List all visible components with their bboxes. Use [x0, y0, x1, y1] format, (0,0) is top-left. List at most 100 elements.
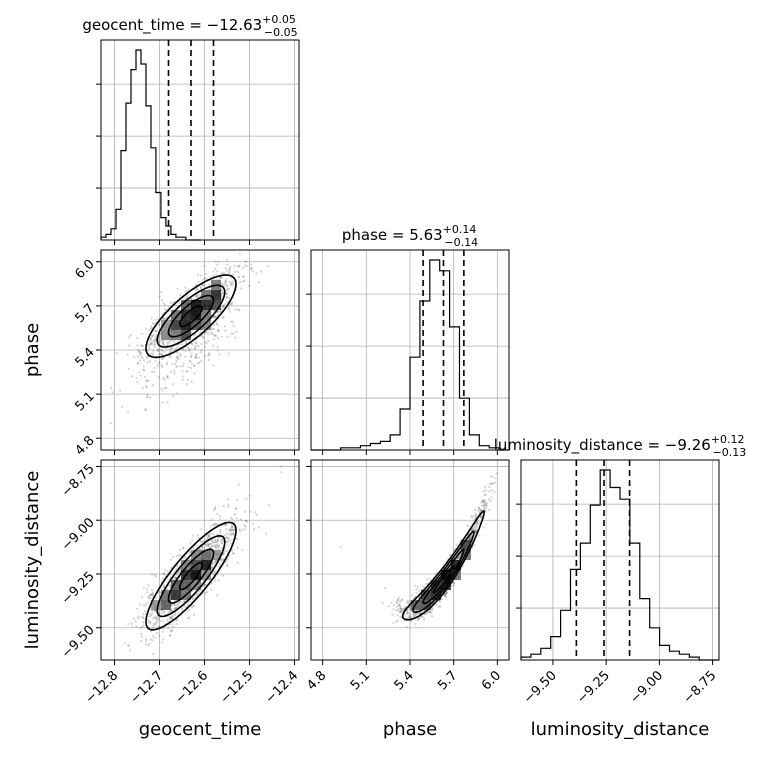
- sample-point: [165, 387, 168, 390]
- sample-point: [216, 512, 219, 515]
- sample-point: [147, 618, 150, 622]
- sample-point: [488, 490, 491, 493]
- sample-point: [166, 588, 169, 591]
- sample-point: [474, 522, 477, 526]
- sample-point: [183, 600, 186, 603]
- sample-point: [469, 536, 472, 539]
- sample-point: [239, 530, 242, 533]
- sample-point: [217, 536, 220, 539]
- sample-point: [416, 618, 419, 621]
- sample-point: [205, 545, 208, 548]
- sample-point: [147, 620, 150, 624]
- sample-point: [224, 302, 227, 306]
- sample-point: [193, 345, 196, 348]
- sample-point: [492, 482, 495, 485]
- sample-point: [443, 594, 446, 597]
- sample-point: [479, 509, 482, 512]
- sample-point: [181, 547, 184, 550]
- sample-point: [228, 537, 231, 540]
- sample-point: [176, 357, 179, 360]
- sample-point: [489, 475, 492, 478]
- sample-point: [213, 560, 216, 563]
- sample-point: [443, 593, 446, 596]
- sample-point: [210, 540, 213, 543]
- sample-point: [173, 603, 176, 607]
- contour-line: [167, 548, 215, 604]
- sample-point: [214, 315, 217, 318]
- sample-point: [244, 260, 247, 264]
- sample-point: [236, 546, 239, 550]
- sample-point: [230, 550, 233, 553]
- sample-point: [180, 343, 184, 346]
- sample-point: [225, 540, 228, 544]
- sample-point: [157, 318, 160, 321]
- sample-point: [152, 617, 155, 620]
- sample-point: [111, 391, 114, 394]
- sample-point: [236, 308, 239, 311]
- sample-point: [189, 600, 192, 603]
- sample-point: [227, 503, 230, 506]
- sample-point: [479, 508, 482, 511]
- sample-point: [208, 535, 211, 538]
- sample-point: [210, 518, 213, 522]
- sample-point: [217, 544, 221, 547]
- sample-point: [128, 344, 131, 347]
- sample-point: [150, 593, 153, 596]
- sample-point: [446, 591, 449, 595]
- sample-point: [482, 505, 485, 508]
- sample-point: [162, 630, 165, 634]
- sample-point: [175, 392, 178, 395]
- sample-point: [157, 361, 160, 364]
- sample-point: [242, 280, 245, 283]
- sample-point: [151, 593, 154, 597]
- sample-point: [400, 607, 403, 610]
- sample-point: [178, 548, 182, 552]
- density-cell: [191, 300, 201, 310]
- sample-point: [242, 266, 245, 269]
- sample-point: [471, 516, 474, 519]
- sample-point: [230, 527, 233, 530]
- sample-point: [206, 544, 209, 547]
- sample-point: [150, 630, 153, 633]
- sample-point: [177, 357, 180, 361]
- sample-point: [195, 295, 198, 298]
- sample-point: [216, 263, 219, 266]
- sample-point: [192, 548, 195, 551]
- sample-point: [462, 565, 465, 568]
- sample-point: [400, 610, 403, 613]
- sample-point: [191, 597, 194, 600]
- sample-point: [121, 405, 124, 408]
- sample-point: [395, 609, 398, 612]
- sample-point: [220, 547, 223, 550]
- sample-point: [200, 349, 203, 352]
- y-tick-label: −8.75: [59, 462, 98, 501]
- sample-point: [193, 347, 196, 350]
- sample-point: [216, 523, 219, 526]
- sample-point: [230, 533, 233, 537]
- sample-point: [152, 322, 155, 325]
- sample-point: [147, 644, 150, 648]
- sample-point: [204, 583, 207, 586]
- sample-point: [192, 613, 196, 617]
- sample-point: [149, 596, 152, 599]
- sample-point: [166, 374, 169, 378]
- sample-point: [219, 532, 222, 535]
- sample-point: [221, 305, 224, 308]
- sample-point: [163, 572, 166, 575]
- density-cell: [171, 580, 181, 590]
- sample-point: [169, 356, 172, 359]
- sample-point: [244, 528, 247, 531]
- sample-point: [467, 537, 470, 540]
- sample-point: [237, 276, 240, 279]
- sample-point: [115, 352, 118, 355]
- sample-point: [146, 395, 149, 398]
- sample-point: [158, 349, 161, 352]
- sample-point: [470, 515, 473, 518]
- sample-point: [197, 536, 200, 539]
- sample-point: [153, 339, 156, 342]
- sample-point: [196, 288, 200, 291]
- sample-point: [214, 506, 217, 509]
- sample-point: [190, 297, 193, 300]
- sample-point: [216, 346, 219, 349]
- sample-point: [414, 613, 417, 616]
